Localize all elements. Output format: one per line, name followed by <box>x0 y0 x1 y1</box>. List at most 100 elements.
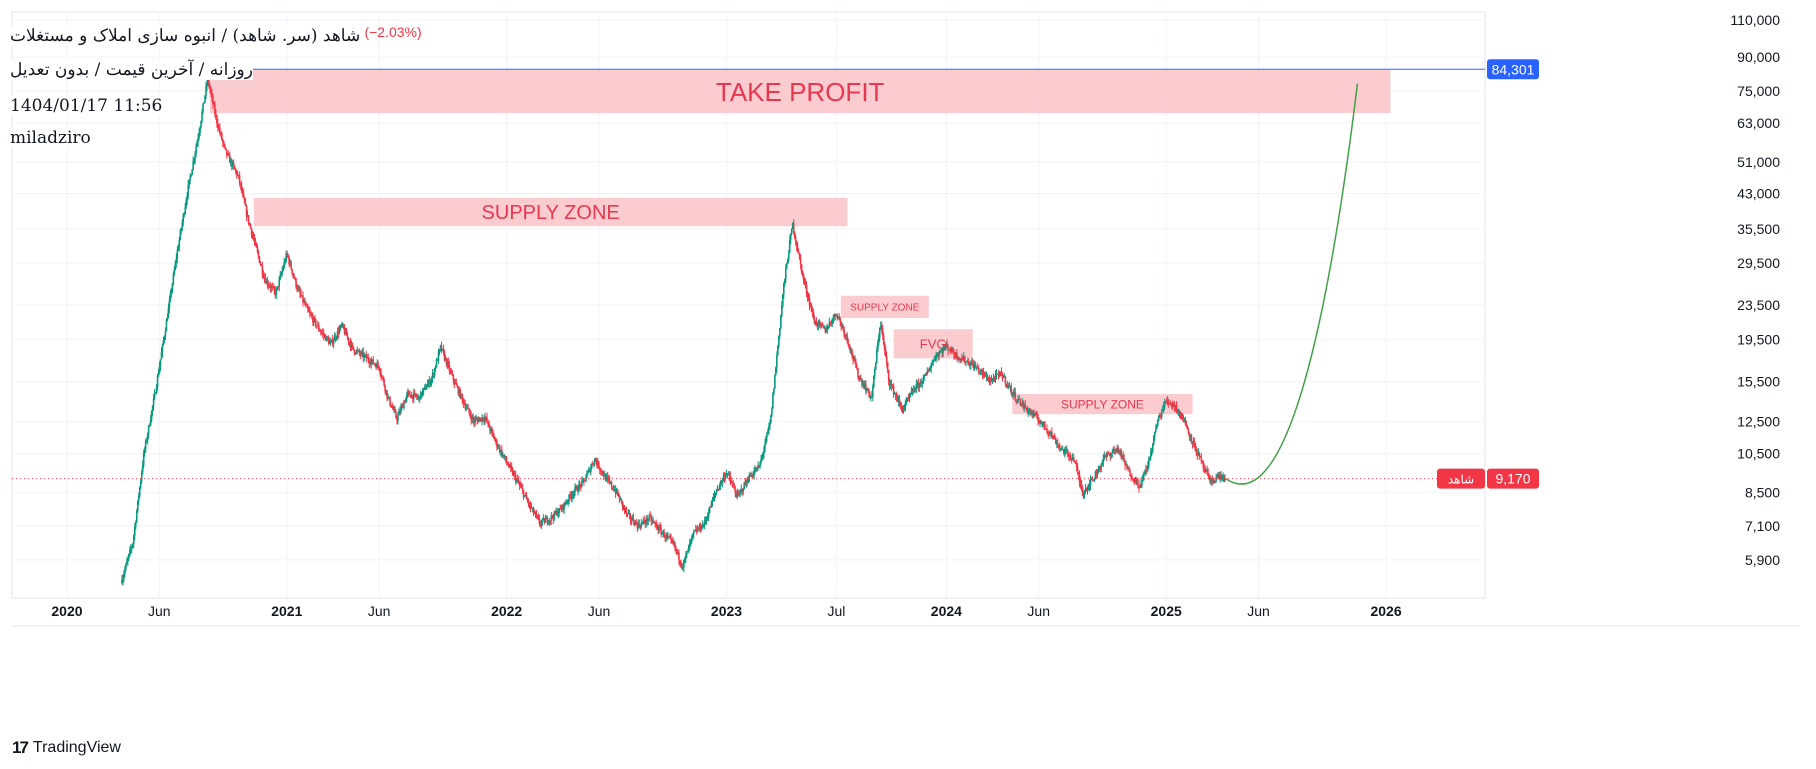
candle-body <box>1028 410 1030 412</box>
candle-body <box>255 243 258 248</box>
candle-body <box>758 465 760 467</box>
candle-body <box>574 487 576 492</box>
candle-body <box>1221 477 1223 479</box>
candle-body <box>625 509 628 514</box>
candle-body <box>327 339 330 344</box>
candle-body <box>1053 436 1055 439</box>
candle-body <box>890 383 893 386</box>
y-tick-label: 63,000 <box>1737 115 1780 131</box>
candle-body <box>277 286 280 288</box>
candle-body <box>1120 450 1122 457</box>
candle-body <box>419 391 422 400</box>
candle-body <box>731 483 734 485</box>
candle-body <box>125 564 127 570</box>
candle-body <box>477 419 479 422</box>
candle-body <box>635 521 638 524</box>
candle-body <box>932 360 934 363</box>
candle-body <box>130 548 132 550</box>
candle-body <box>693 530 696 532</box>
candle-body <box>830 322 833 324</box>
candle-body <box>652 520 654 522</box>
candle-body <box>1091 479 1094 481</box>
candle-body <box>416 396 419 398</box>
candle-body <box>1005 383 1008 386</box>
x-tick-label: Jul <box>827 603 845 619</box>
y-tick-label: 43,000 <box>1737 185 1780 201</box>
candle-body <box>624 509 627 511</box>
candle-body <box>962 358 964 361</box>
candle-body <box>659 526 661 529</box>
candle-body <box>767 430 769 434</box>
candle-body <box>488 422 490 428</box>
candle-body <box>948 349 950 351</box>
candle-body <box>197 137 199 142</box>
candle-body <box>829 322 832 324</box>
brand-name: TradingView <box>32 739 121 756</box>
candle-body <box>199 127 201 133</box>
candle-body <box>671 539 673 542</box>
candle-body <box>448 364 451 371</box>
candle-body <box>608 479 611 483</box>
last-price-label: 9,170 <box>1495 471 1530 487</box>
candle-body <box>1140 484 1142 487</box>
candle-body <box>293 275 295 279</box>
candle-body <box>1200 457 1203 461</box>
candle-body <box>331 339 334 345</box>
candle-body <box>382 376 384 380</box>
candle-body <box>538 518 541 524</box>
candle-body <box>385 390 387 392</box>
candle-body <box>228 155 231 163</box>
candle-body <box>398 411 400 415</box>
candle-body <box>936 354 938 356</box>
candle-body <box>739 490 742 493</box>
candle-body <box>1074 462 1077 464</box>
candle-body <box>276 286 279 290</box>
candle-body <box>735 493 738 497</box>
candle-body <box>1082 493 1085 496</box>
candle-body <box>1198 452 1201 456</box>
candle-body <box>1008 384 1011 388</box>
candle-body <box>1084 488 1087 492</box>
candle-body <box>846 334 848 340</box>
candle-body <box>666 534 668 537</box>
candle-body <box>493 434 495 439</box>
candle-body <box>1033 412 1035 416</box>
candle-body <box>1109 454 1112 457</box>
candle-body <box>883 344 886 350</box>
candle-body <box>236 174 239 176</box>
candle-body <box>348 341 351 343</box>
candle-body <box>1047 430 1049 433</box>
candle-body <box>405 398 407 403</box>
candle-body <box>1126 464 1128 469</box>
candle-body <box>1189 434 1192 437</box>
candle-body <box>1167 400 1170 403</box>
candle-body <box>542 518 545 520</box>
candle-body <box>1119 450 1121 452</box>
candle-body <box>673 542 675 544</box>
candle-body <box>187 184 190 196</box>
zone-box <box>253 197 848 227</box>
candle-body <box>832 317 835 322</box>
candle-body <box>534 513 537 515</box>
candle-body <box>907 397 910 399</box>
candle-body <box>1163 401 1166 407</box>
candle-body <box>866 389 868 392</box>
candle-body <box>1122 455 1124 458</box>
candle-body <box>872 386 874 398</box>
candle-body <box>823 327 826 329</box>
candle-body <box>648 515 651 520</box>
candle-body <box>909 394 912 396</box>
candle-body <box>796 246 799 252</box>
candle-body <box>805 284 808 294</box>
candle-body <box>1118 450 1120 452</box>
candle-body <box>399 411 401 413</box>
tradingview-logo[interactable]: 17 TradingView <box>12 738 121 758</box>
candle-body <box>371 359 374 362</box>
candle-body <box>947 345 949 351</box>
candle-body <box>703 520 706 526</box>
candle-body <box>900 404 903 409</box>
candle-body <box>627 513 630 515</box>
candle-body <box>963 357 965 361</box>
candle-body <box>1219 475 1221 479</box>
